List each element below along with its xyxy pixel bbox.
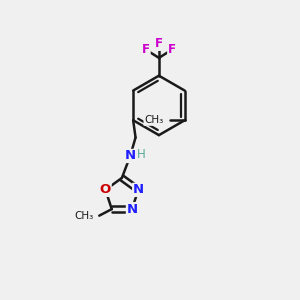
Text: N: N [133,183,144,196]
Text: N: N [124,149,136,162]
Text: F: F [168,43,176,56]
Text: N: N [127,202,138,216]
Text: CH₃: CH₃ [75,211,94,221]
Text: CH₃: CH₃ [144,115,163,125]
Text: O: O [100,183,111,196]
Text: H: H [137,148,146,161]
Text: F: F [155,38,163,50]
Text: F: F [142,43,150,56]
